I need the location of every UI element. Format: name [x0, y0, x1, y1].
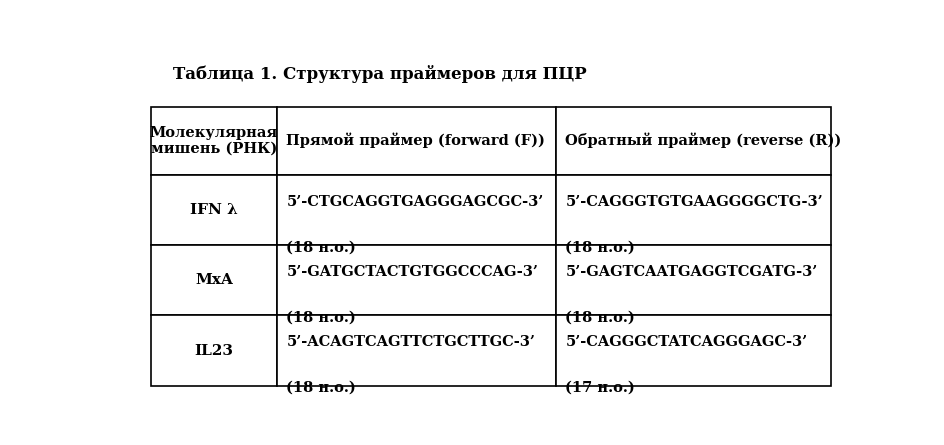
Text: Прямой праймер (forward (F)): Прямой праймер (forward (F)): [286, 133, 546, 149]
Bar: [277, 316, 556, 386]
Text: Обратный праймер (reverse (R)): Обратный праймер (reverse (R)): [565, 133, 841, 149]
Text: 5’-CAGGGCTATCAGGGAGC-3’

(17 н.о.): 5’-CAGGGCTATCAGGGAGC-3’ (17 н.о.): [565, 335, 807, 395]
Text: Таблица 1. Структура праймеров для ПЦР: Таблица 1. Структура праймеров для ПЦР: [173, 65, 586, 83]
Bar: [151, 316, 277, 386]
Text: 5’-GATGCTACTGTGGCCCAG-3’

(18 н.о.): 5’-GATGCTACTGTGGCCCAG-3’ (18 н.о.): [286, 265, 538, 324]
Text: Молекулярная
мишень (РНК): Молекулярная мишень (РНК): [150, 125, 278, 156]
Bar: [556, 175, 832, 245]
Text: 5’-GAGTCAATGAGGTCGATG-3’

(18 н.о.): 5’-GAGTCAATGAGGTCGATG-3’ (18 н.о.): [565, 265, 818, 324]
Bar: [556, 106, 832, 175]
Bar: [277, 106, 556, 175]
Bar: [151, 245, 277, 316]
Text: 5’-CTGCAGGTGAGGGAGCGC-3’

(18 н.о.): 5’-CTGCAGGTGAGGGAGCGC-3’ (18 н.о.): [286, 194, 544, 254]
Bar: [151, 175, 277, 245]
Bar: [277, 245, 556, 316]
Text: 5’-ACAGTCAGTTCTGCTTGC-3’

(18 н.о.): 5’-ACAGTCAGTTCTGCTTGC-3’ (18 н.о.): [286, 335, 535, 395]
Bar: [556, 316, 832, 386]
Bar: [556, 245, 832, 316]
Bar: [277, 175, 556, 245]
Text: MxA: MxA: [194, 273, 233, 287]
Text: IFN λ: IFN λ: [190, 203, 238, 217]
Bar: [151, 106, 277, 175]
Text: IL23: IL23: [194, 344, 233, 358]
Text: 5’-CAGGGTGTGAAGGGGCTG-3’

(18 н.о.): 5’-CAGGGTGTGAAGGGGCTG-3’ (18 н.о.): [565, 194, 823, 254]
